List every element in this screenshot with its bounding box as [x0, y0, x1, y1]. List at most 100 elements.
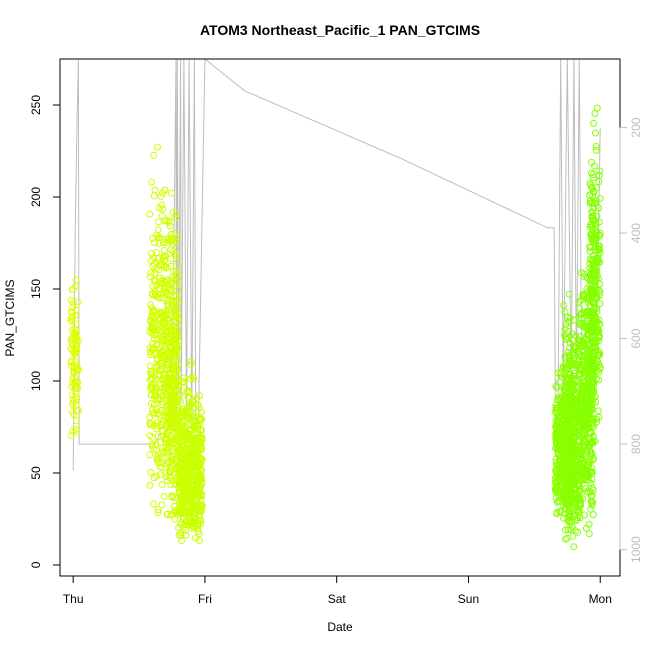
data-point: [564, 472, 572, 480]
data-point: [580, 293, 588, 301]
data-point: [154, 396, 162, 404]
data-point: [155, 380, 163, 388]
data-point: [70, 410, 78, 418]
data-point: [172, 308, 180, 316]
data-point: [564, 352, 572, 360]
data-point: [149, 290, 156, 297]
data-point: [194, 463, 202, 471]
data-point: [560, 404, 568, 412]
data-point: [198, 426, 205, 434]
data-point: [151, 269, 159, 277]
data-point: [176, 391, 184, 399]
data-point: [579, 495, 587, 503]
data-point: [593, 308, 601, 315]
data-point: [588, 501, 596, 509]
data-point: [162, 469, 170, 477]
data-point: [596, 288, 604, 296]
x-tick-label: Fri: [198, 592, 212, 606]
data-point: [588, 484, 596, 492]
data-point: [596, 167, 604, 175]
data-point: [574, 528, 582, 536]
data-point: [588, 470, 596, 478]
data-point: [152, 249, 160, 256]
data-point: [149, 500, 157, 508]
data-point: [171, 515, 179, 523]
data-point: [578, 352, 586, 360]
data-point: [555, 477, 563, 485]
data-point: [566, 314, 574, 322]
data-point: [172, 291, 180, 299]
data-point: [162, 444, 170, 452]
data-point: [585, 411, 593, 419]
data-point: [72, 282, 79, 290]
data-point: [592, 265, 600, 273]
data-point: [174, 258, 182, 266]
data-point: [564, 421, 572, 428]
data-point: [189, 475, 197, 483]
data-point: [175, 531, 183, 539]
data-point: [165, 234, 173, 242]
data-point: [187, 416, 194, 424]
data-point: [561, 397, 569, 405]
data-point: [561, 308, 569, 316]
data-point: [591, 317, 599, 325]
data-point: [561, 325, 569, 333]
data-point: [562, 446, 570, 454]
data-point: [587, 169, 595, 177]
data-point: [156, 463, 164, 471]
data-point: [562, 335, 570, 342]
data-point: [581, 434, 589, 442]
data-point: [591, 272, 599, 279]
data-point: [569, 458, 576, 466]
data-point: [193, 475, 201, 483]
data-point: [181, 460, 189, 468]
right-tick-label: 600: [629, 328, 643, 348]
data-point: [147, 324, 155, 332]
data-point: [560, 417, 568, 425]
data-point: [169, 208, 177, 216]
data-point: [588, 288, 596, 296]
data-point: [565, 503, 573, 511]
data-point: [179, 424, 186, 432]
x-axis-label: Date: [327, 620, 353, 634]
data-point: [574, 514, 582, 522]
data-point: [563, 534, 571, 542]
data-point: [187, 519, 194, 527]
data-point: [163, 476, 171, 484]
data-point: [169, 452, 176, 460]
y-tick-label: 250: [29, 95, 43, 115]
data-point: [582, 438, 589, 446]
data-point: [74, 385, 82, 393]
data-point: [580, 341, 587, 349]
data-point: [146, 421, 154, 429]
data-point: [165, 350, 173, 358]
data-point: [170, 247, 177, 255]
data-point: [168, 189, 175, 197]
y-axis-label: PAN_GTCIMS: [3, 279, 17, 356]
data-point: [156, 291, 164, 299]
data-point: [187, 375, 195, 383]
data-point: [67, 336, 75, 344]
data-point: [148, 346, 156, 354]
data-point: [191, 486, 199, 494]
data-point: [591, 162, 599, 170]
data-point: [184, 433, 192, 441]
data-point: [588, 183, 596, 191]
data-point: [152, 363, 160, 370]
data-point: [148, 178, 156, 186]
data-point: [560, 301, 568, 309]
data-point: [168, 510, 176, 517]
data-point: [589, 171, 597, 178]
data-point: [585, 530, 593, 538]
right-tick-label: 800: [629, 434, 643, 454]
data-point: [577, 365, 585, 373]
data-point: [154, 509, 162, 516]
data-point: [152, 277, 159, 285]
data-point: [196, 537, 203, 544]
data-point: [153, 405, 161, 413]
data-point: [179, 478, 187, 486]
data-point: [162, 473, 170, 480]
data-point: [74, 298, 82, 306]
data-point: [153, 335, 161, 343]
data-point: [146, 451, 154, 459]
